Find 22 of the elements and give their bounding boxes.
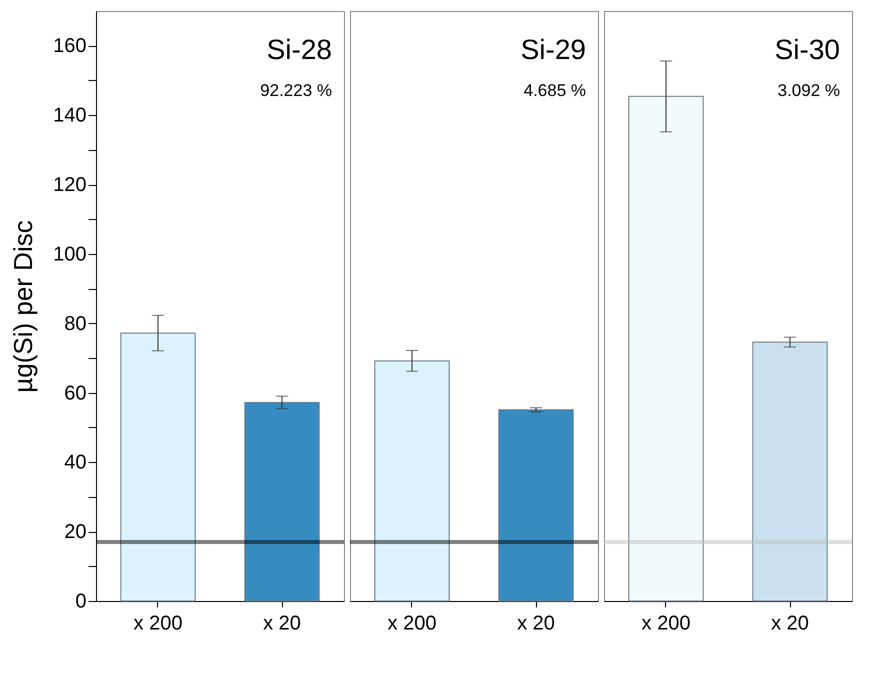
text: Si-28: [266, 34, 332, 65]
y-tick-label: 80: [64, 312, 86, 335]
annotation: 3.092 %: [778, 81, 840, 100]
annotation: 92.223 %: [260, 81, 332, 100]
text: Si-30: [774, 34, 840, 65]
y-tick-label: 20: [64, 521, 86, 544]
x-tick-label: x 20: [263, 612, 301, 634]
x-tick-label: x 200: [134, 612, 182, 634]
x-tick-label: x 20: [771, 612, 809, 634]
x-tick-label: x 200: [388, 612, 436, 634]
y-tick-label: 0: [75, 590, 86, 612]
y-tick-label: 160: [53, 35, 86, 58]
y-tick-label: 40: [64, 452, 86, 474]
x-tick-label: x 200: [642, 612, 690, 634]
y-axis-title: µg(Si) per Disc: [8, 220, 38, 393]
y-tick-label: 120: [53, 174, 86, 196]
y-tick-label: 100: [53, 243, 86, 266]
x-tick-label: x 20: [517, 612, 555, 634]
y-tick-label: 140: [53, 104, 86, 127]
y-tick-label: 60: [64, 382, 86, 404]
text: Si-29: [520, 34, 586, 65]
annotation: 4.685 %: [524, 81, 586, 100]
